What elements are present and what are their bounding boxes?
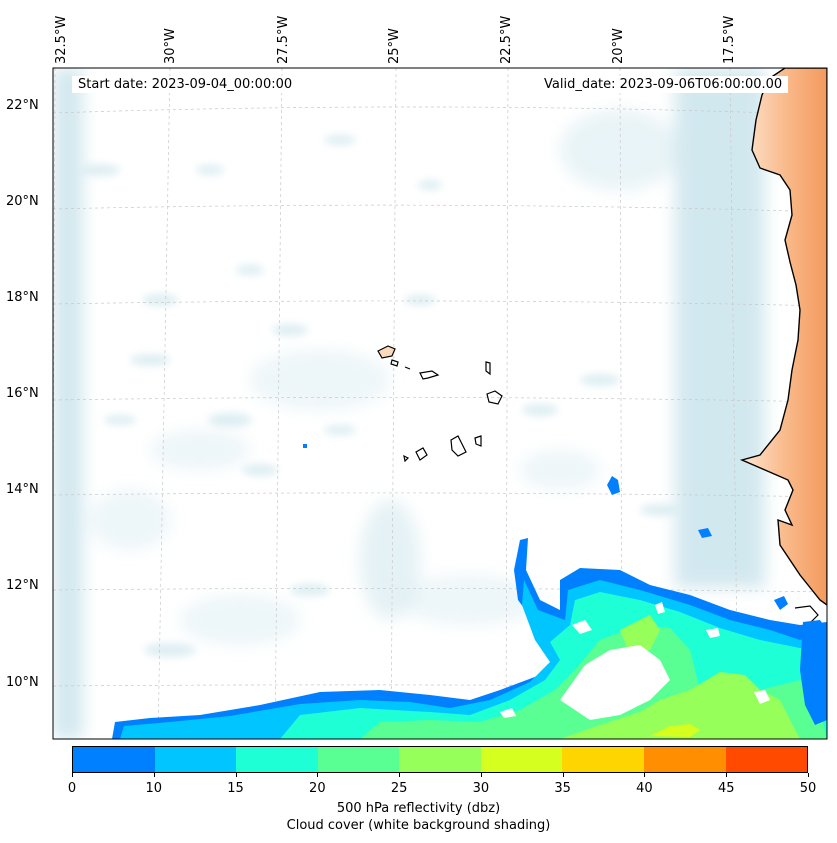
colorbar-tickmark [153, 773, 155, 777]
colorbar-tick-label: 45 [717, 781, 735, 796]
colorbar-swatch [154, 747, 237, 772]
colorbar-tick-label: 30 [472, 781, 490, 796]
latitude-label-22n: 22°N [6, 98, 39, 113]
colorbar-tickmark [808, 773, 809, 777]
colorbar-tickmark [317, 773, 319, 777]
longitude-label-27-5w: 27.5°W [276, 15, 291, 64]
valid-date-label: Valid_date: 2023-09-06T06:00:00.00 [538, 76, 789, 93]
colorbar-swatch [643, 747, 726, 772]
map-frame [52, 67, 828, 740]
cloud-speckles [80, 135, 680, 657]
latitude-label-14n: 14°N [6, 482, 39, 497]
colorbar-tick-label: 35 [554, 781, 571, 796]
colorbar-tick-label: 50 [799, 781, 817, 796]
colorbar-swatch [236, 747, 318, 772]
colorbar-tickmark [480, 773, 482, 777]
longitude-label-20w: 20°W [611, 28, 626, 64]
cloud-cover-layer [53, 68, 765, 739]
colorbar-swatch [73, 747, 155, 772]
colorbar-tick-label: 20 [309, 781, 326, 796]
colorbar-tickmark [562, 773, 564, 777]
colorbar-tickmark [644, 773, 646, 777]
colorbar-tickmark [235, 773, 237, 777]
latitude-label-10n: 10°N [6, 675, 39, 690]
colorbar-swatch [725, 747, 808, 772]
colorbar-swatch [480, 747, 563, 772]
colorbar-tickmark [72, 773, 73, 777]
forecast-map [52, 67, 828, 740]
colorbar-label-cloud-cover: Cloud cover (white background shading) [286, 818, 551, 833]
africa-land [739, 68, 827, 606]
longitude-label-32-5w: 32.5°W [54, 15, 69, 64]
colorbar-tick-label: 10 [145, 781, 163, 796]
colorbar-tickmark [726, 773, 728, 777]
colorbar-swatch [399, 747, 481, 772]
start-date-label: Start date: 2023-09-04_00:00:00 [72, 76, 299, 93]
colorbar-swatch [562, 747, 644, 772]
colorbar-tick-label: 40 [636, 781, 653, 796]
reflectivity-colorbar [72, 746, 808, 773]
longitude-label-30w: 30°W [163, 28, 178, 64]
colorbar-tick-label: 15 [227, 781, 244, 796]
longitude-label-17-5w: 17.5°W [722, 15, 737, 64]
longitude-label-25w: 25°W [387, 28, 402, 64]
colorbar-tick-label: 0 [67, 781, 77, 796]
latitude-label-12n: 12°N [6, 578, 39, 593]
colorbar-swatch [317, 747, 400, 772]
cape-verde-islands [303, 345, 503, 463]
reflectivity-layer [112, 476, 827, 739]
longitude-label-22-5w: 22.5°W [499, 15, 514, 64]
latitude-label-20n: 20°N [6, 194, 39, 209]
colorbar-tick-label: 25 [390, 781, 408, 796]
colorbar-tickmark [399, 773, 401, 777]
latitude-label-18n: 18°N [6, 290, 39, 305]
latitude-label-16n: 16°N [6, 386, 39, 401]
colorbar-label-reflectivity: 500 hPa reflectivity (dbz) [336, 801, 501, 816]
